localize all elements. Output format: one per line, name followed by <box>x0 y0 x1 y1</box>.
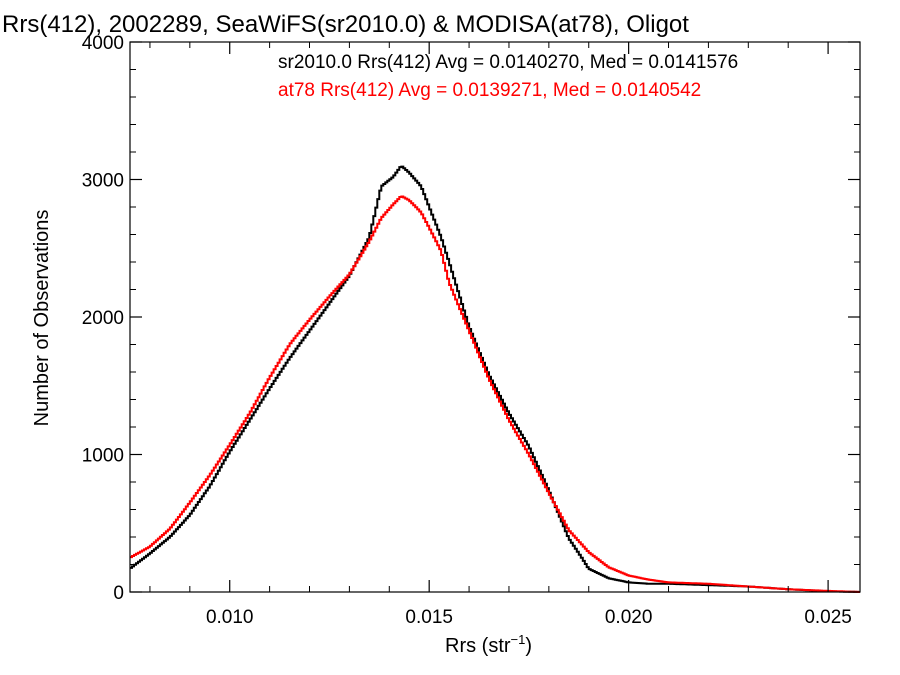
legend-entry-at78: at78 Rrs(412) Avg = 0.0139271, Med = 0.0… <box>278 80 701 101</box>
axis-tick-labels: 0 1000 2000 3000 4000 0.010 0.015 0.020 0.025 <box>82 33 852 628</box>
y-tick-label: 0 <box>113 583 124 604</box>
series-line-1 <box>130 195 860 593</box>
y-axis-label: Number of Observations <box>31 210 53 427</box>
x-axis-label: Rrs (str−1) <box>445 632 532 657</box>
plot-frame <box>129 41 861 593</box>
x-axis-label-main: Rrs (str <box>445 635 511 657</box>
x-axis-label-close: ) <box>525 635 532 657</box>
y-tick-label: 2000 <box>82 308 124 329</box>
x-tick-label: 0.025 <box>804 607 852 628</box>
chart-title: Rrs(412), 2002289, SeaWiFS(sr2010.0) & M… <box>2 11 689 38</box>
axis-ticks <box>130 41 860 593</box>
x-tick-label: 0.010 <box>206 607 254 628</box>
legend-entry-sr2010: sr2010.0 Rrs(412) Avg = 0.0140270, Med =… <box>278 52 738 73</box>
y-tick-label: 1000 <box>82 446 124 467</box>
series-line-0 <box>130 165 860 593</box>
plot-lines <box>130 165 860 593</box>
x-tick-label: 0.015 <box>405 607 453 628</box>
y-tick-label: 4000 <box>82 33 124 54</box>
x-tick-label: 0.020 <box>605 607 653 628</box>
y-tick-label: 3000 <box>82 171 124 192</box>
x-axis-label-superscript: −1 <box>511 632 526 647</box>
